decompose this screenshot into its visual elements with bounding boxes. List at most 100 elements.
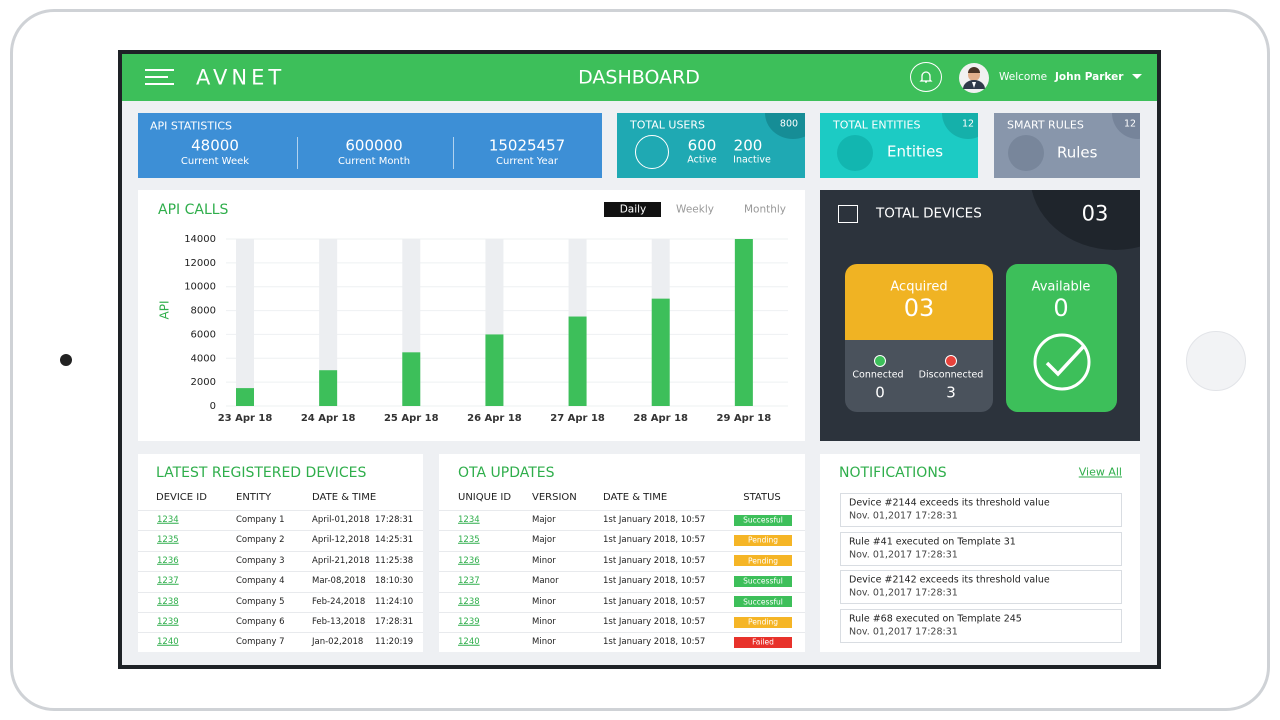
disconnected-value: 3 <box>946 383 956 402</box>
dropdown-caret[interactable] <box>1132 74 1142 80</box>
notification-time: Nov. 01,2017 17:28:31 <box>849 510 958 522</box>
card-title: NOTIFICATIONS <box>839 465 947 481</box>
row-divider <box>138 530 423 532</box>
status-badge <box>734 514 792 526</box>
divider <box>297 137 298 169</box>
version: Minor <box>532 555 556 566</box>
available-label: Available <box>1031 279 1091 295</box>
stat-label: Current Month <box>337 156 411 167</box>
unique-id-link[interactable]: 1240 <box>458 637 480 648</box>
card-title: API STATISTICS <box>150 119 232 133</box>
date: Feb-24,2018 <box>312 596 366 607</box>
date: 1st January 2018, 10:57 <box>603 637 706 648</box>
row-divider <box>138 571 423 573</box>
chart-title: API CALLS <box>158 202 229 218</box>
divider <box>453 137 454 169</box>
entity: Company 4 <box>236 575 285 586</box>
disconnected-label: Disconnected <box>918 369 984 381</box>
welcome-text[interactable]: Welcome <box>999 70 1048 83</box>
row-divider <box>439 591 805 593</box>
x-tick-label: 24 Apr 18 <box>301 413 356 424</box>
notification-box <box>840 493 1122 527</box>
notification-text: Device #2144 exceeds its threshold value <box>849 497 1050 509</box>
unique-id-link[interactable]: 1239 <box>458 616 480 627</box>
notification-time: Nov. 01,2017 17:28:31 <box>849 548 958 560</box>
tab[interactable]: Monthly <box>744 204 786 216</box>
tab-active-bg <box>604 202 661 217</box>
status: Pending <box>748 556 778 566</box>
tab[interactable]: Daily <box>620 204 647 216</box>
device-id-link[interactable]: 1238 <box>157 596 179 607</box>
device-id-link[interactable]: 1236 <box>157 555 179 566</box>
unique-id-link[interactable]: 1237 <box>458 575 480 586</box>
card-title: OTA UPDATES <box>458 465 555 481</box>
date: April-21,2018 <box>312 555 370 566</box>
notification-time: Nov. 01,2017 17:28:31 <box>849 587 958 599</box>
column-header: STATUS <box>743 492 781 503</box>
status: Pending <box>748 617 778 627</box>
device-id-link[interactable]: 1237 <box>157 575 179 586</box>
version: Major <box>532 535 556 546</box>
bell-button[interactable] <box>910 62 942 92</box>
notification-box <box>840 570 1122 604</box>
total-users-card <box>617 113 805 178</box>
x-tick-label: 27 Apr 18 <box>550 413 605 424</box>
active-count: 600 <box>687 136 717 155</box>
version: Major <box>532 514 556 525</box>
card-title: LATEST REGISTERED DEVICES <box>156 465 367 481</box>
x-tick-label: 25 Apr 18 <box>384 413 439 424</box>
unique-id-link[interactable]: 1236 <box>458 555 480 566</box>
bar <box>734 239 753 406</box>
unique-id-link[interactable]: 1238 <box>458 596 480 607</box>
status: Failed <box>752 637 774 647</box>
available-value: 0 <box>1053 294 1069 322</box>
device-id-link[interactable]: 1235 <box>157 535 179 546</box>
column-header: DATE & TIME <box>312 492 377 503</box>
view-all-link[interactable]: View All <box>1078 465 1122 479</box>
device-id-link[interactable]: 1234 <box>157 514 179 525</box>
home-button <box>1186 331 1246 391</box>
avatar[interactable] <box>958 62 990 94</box>
total-entities-card <box>820 113 978 178</box>
column-header: ENTITY <box>236 492 272 503</box>
row-divider <box>439 530 805 532</box>
date: April-12,2018 <box>312 535 370 546</box>
status-badge <box>734 636 792 648</box>
date: 1st January 2018, 10:57 <box>603 575 706 586</box>
unique-id-link[interactable]: 1235 <box>458 535 480 546</box>
menu-icon[interactable] <box>144 68 176 86</box>
users-icon <box>635 135 669 169</box>
bar <box>651 298 670 406</box>
date: Mar-08,2018 <box>312 575 366 586</box>
stat-label: Current Year <box>496 156 558 167</box>
device-id-link[interactable]: 1240 <box>157 637 179 648</box>
unique-id-link[interactable]: 1234 <box>458 514 480 525</box>
badge: 800 <box>779 118 799 130</box>
stat-value: 48000 <box>191 136 239 155</box>
status-badge <box>734 555 792 567</box>
connected-label: Connected <box>852 369 904 381</box>
logo: AVNET <box>196 65 286 90</box>
card-title: TOTAL ENTITIES <box>833 118 921 132</box>
tab[interactable]: Weekly <box>676 204 714 216</box>
stat-value: 15025457 <box>488 136 566 155</box>
badge: 12 <box>961 118 975 130</box>
row-divider <box>138 550 423 552</box>
user-name[interactable]: John Parker <box>1055 70 1124 83</box>
column-header: UNIQUE ID <box>458 492 512 503</box>
device-id-link[interactable]: 1239 <box>157 616 179 627</box>
row-divider <box>138 612 423 613</box>
y-tick-label: 12000 <box>184 258 216 269</box>
time: 18:10:30 <box>375 575 414 586</box>
status: Successful <box>743 576 783 586</box>
x-tick-label: 23 Apr 18 <box>218 413 273 424</box>
date: Jan-02,2018 <box>312 637 364 648</box>
status-badge <box>734 575 792 587</box>
card-title: TOTAL USERS <box>630 118 706 132</box>
status-badge <box>734 596 792 608</box>
acquired-label: Acquired <box>890 279 948 295</box>
y-tick-label: 2000 <box>191 377 216 388</box>
entities-label: Entities <box>887 142 944 161</box>
y-tick-label: 8000 <box>191 306 216 317</box>
